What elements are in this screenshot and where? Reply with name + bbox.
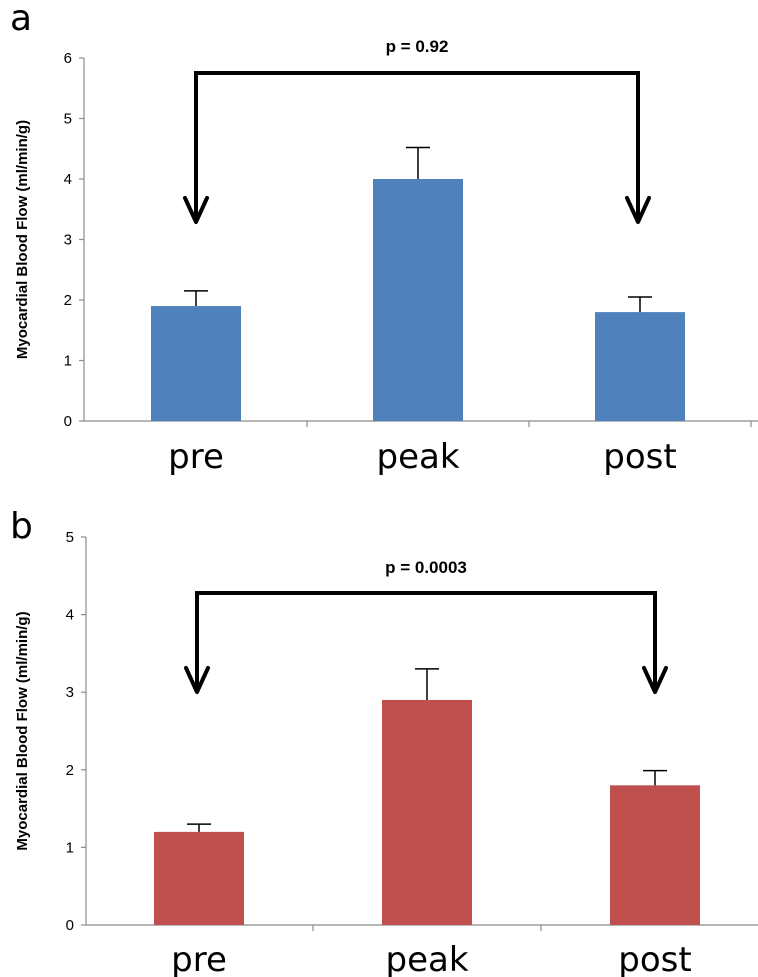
y-tick-label: 2 (64, 292, 72, 309)
arrowhead-right-icon (642, 666, 668, 694)
arrowhead-right-icon (625, 196, 651, 224)
panel-label: b (10, 506, 33, 547)
y-tick-label: 0 (64, 413, 72, 430)
y-tick-label: 4 (64, 171, 72, 188)
bar-post (610, 785, 700, 925)
x-tick-label: post (603, 437, 676, 477)
y-tick-label: 2 (66, 762, 74, 779)
x-tick-label: post (618, 940, 691, 977)
y-tick-label: 5 (66, 529, 74, 546)
p-value-annotation: p = 0.0003 (385, 558, 467, 577)
y-tick-label: 5 (64, 111, 72, 128)
y-tick-label: 1 (64, 353, 72, 370)
arrowhead-left-icon (183, 196, 209, 224)
y-tick-label: 3 (66, 684, 74, 701)
x-tick-label: peak (385, 940, 468, 977)
x-tick-label: pre (171, 940, 227, 977)
panel-label: a (10, 0, 32, 39)
significance-bracket (195, 591, 657, 692)
x-tick-label: pre (168, 437, 224, 477)
bar-pre (151, 306, 241, 421)
bar-peak (382, 699, 472, 925)
bar-post (595, 312, 685, 421)
panel-a: a 0 1 2 3 4 5 6 Myocardial Blood Flow (ml/min/g)… (10, 0, 758, 477)
panel-b: b 0 1 2 3 4 5 Myocardial Blood Flow (ml/min/g) p… (10, 506, 758, 977)
significance-bracket (194, 71, 640, 222)
p-value-annotation: p = 0.92 (386, 37, 449, 56)
y-axis-label: Myocardial Blood Flow (ml/min/g) (14, 120, 31, 359)
y-tick-label: 1 (66, 839, 74, 856)
bar-peak (373, 179, 463, 421)
x-tick-label: peak (376, 437, 459, 477)
y-tick-label: 4 (66, 607, 74, 624)
y-tick-label: 0 (66, 917, 74, 934)
y-axis-label: Myocardial Blood Flow (ml/min/g) (14, 611, 31, 850)
bar-pre (154, 831, 244, 925)
y-tick-label: 6 (64, 50, 72, 67)
y-tick-label: 3 (64, 232, 72, 249)
arrowhead-left-icon (184, 666, 210, 694)
